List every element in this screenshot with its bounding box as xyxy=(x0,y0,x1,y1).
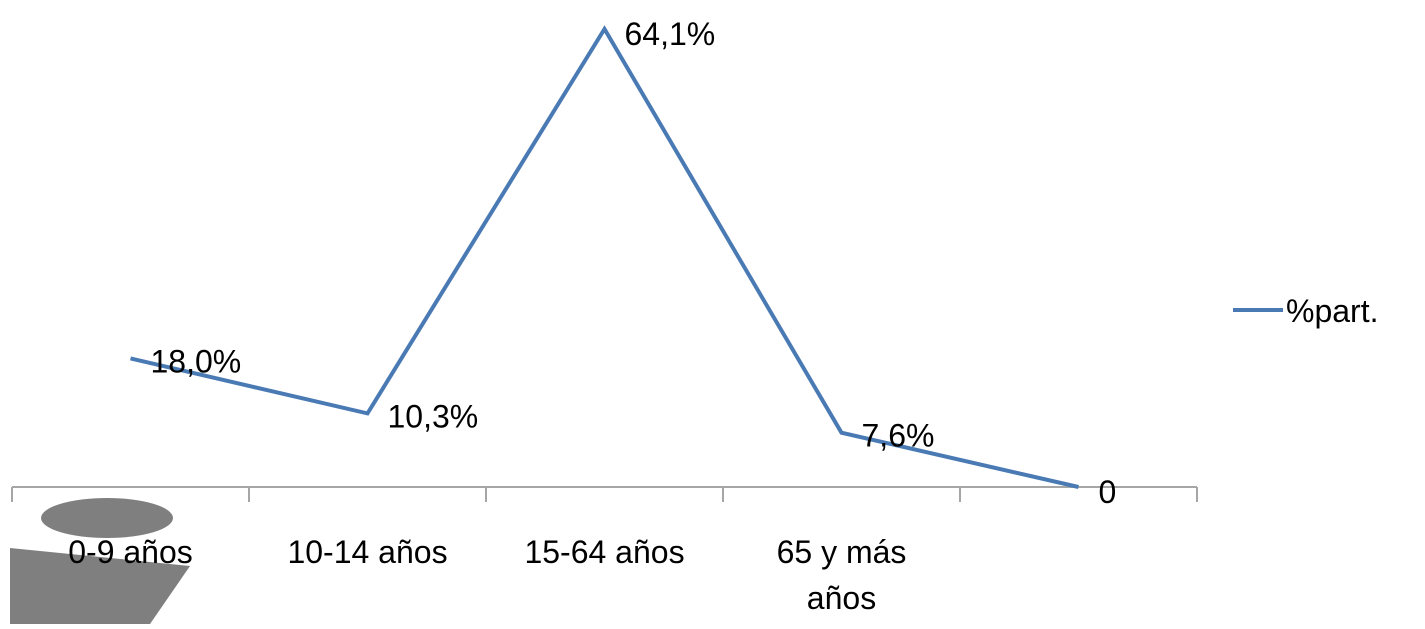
data-label: 10,3% xyxy=(388,398,479,434)
category-label: 10-14 años xyxy=(287,534,447,570)
category-label: 0-9 años xyxy=(68,534,193,570)
data-labels: 18,0% 10,3% 64,1% 7,6% 0 xyxy=(151,16,1117,510)
data-label: 64,1% xyxy=(625,16,716,52)
series-layer xyxy=(130,29,1078,487)
category-label: 15-64 años xyxy=(524,534,684,570)
series-line xyxy=(131,29,1079,487)
legend-label: %part. xyxy=(1286,293,1378,329)
data-label: 7,6% xyxy=(862,418,935,454)
data-label: 0 xyxy=(1099,474,1117,510)
legend: %part. xyxy=(1233,293,1378,329)
decorative-ellipse xyxy=(41,498,173,538)
data-label: 18,0% xyxy=(151,343,242,379)
x-axis xyxy=(12,487,1197,502)
